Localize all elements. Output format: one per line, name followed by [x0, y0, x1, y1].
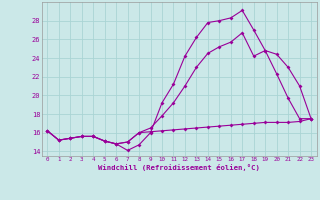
- X-axis label: Windchill (Refroidissement éolien,°C): Windchill (Refroidissement éolien,°C): [98, 164, 260, 171]
